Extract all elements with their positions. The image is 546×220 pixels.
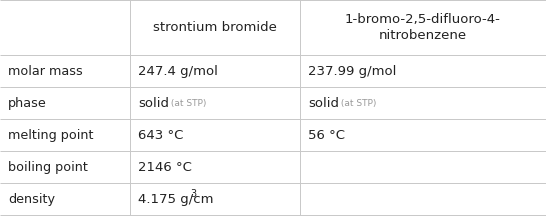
Text: 247.4 g/mol: 247.4 g/mol [138, 64, 218, 77]
Text: melting point: melting point [8, 128, 93, 141]
Text: solid: solid [138, 97, 169, 110]
Text: density: density [8, 192, 55, 205]
Text: 56 °C: 56 °C [308, 128, 345, 141]
Text: 1-bromo-2,5-difluoro-4-
nitrobenzene: 1-bromo-2,5-difluoro-4- nitrobenzene [345, 13, 501, 42]
Text: molar mass: molar mass [8, 64, 83, 77]
Text: strontium bromide: strontium bromide [153, 21, 277, 34]
Text: 237.99 g/mol: 237.99 g/mol [308, 64, 396, 77]
Text: boiling point: boiling point [8, 161, 88, 174]
Text: (at STP): (at STP) [168, 99, 206, 108]
Text: 2146 °C: 2146 °C [138, 161, 192, 174]
Text: (at STP): (at STP) [338, 99, 376, 108]
Text: 4.175 g/cm: 4.175 g/cm [138, 192, 213, 205]
Text: 3: 3 [190, 189, 196, 199]
Text: 643 °C: 643 °C [138, 128, 183, 141]
Text: phase: phase [8, 97, 47, 110]
Text: solid: solid [308, 97, 339, 110]
